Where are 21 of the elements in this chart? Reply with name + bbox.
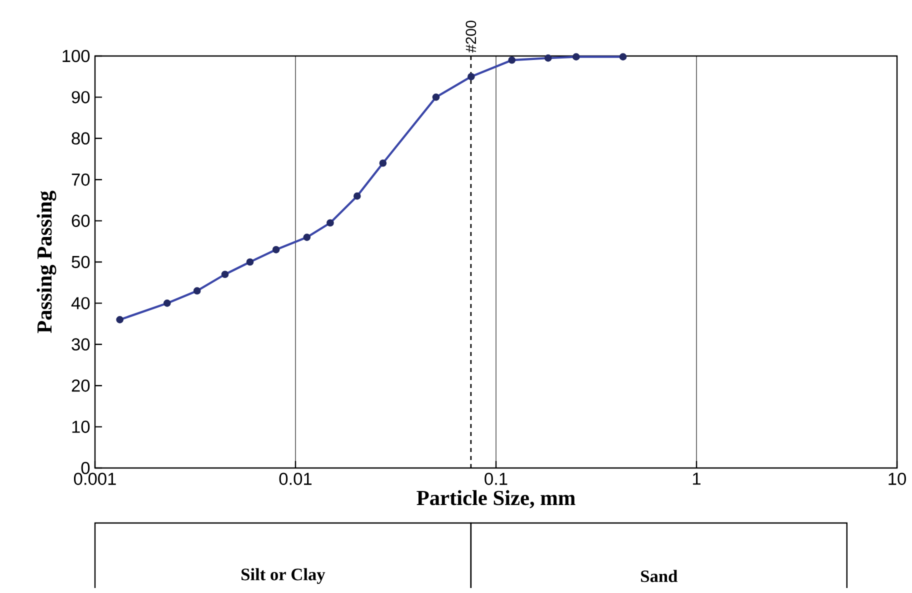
y-tick-label: 10: [72, 420, 90, 433]
y-tick-label: 20: [72, 379, 90, 392]
y-tick-label: 30: [72, 338, 90, 351]
x-tick-label: 0.01: [279, 472, 312, 485]
y-tick-label: 60: [72, 214, 90, 227]
y-axis-title: Passing Passing: [36, 190, 56, 334]
text: Silt or Clay: [242, 568, 326, 584]
x-axis-title: Particle Size, mm: [416, 490, 576, 508]
y-tick-label: 0: [81, 462, 90, 474]
y-tick-label: 100: [62, 50, 90, 62]
y-tick-label: 80: [72, 132, 90, 145]
x-tick-label: 1: [693, 472, 700, 485]
y-tick-label: 50: [72, 256, 90, 268]
y-tick-label: 40: [71, 297, 90, 310]
y-tick-label: 90: [72, 91, 90, 104]
x-tick-label: 10: [888, 472, 906, 485]
x-tick-label: 0.001: [74, 472, 116, 485]
annotation: #200: [466, 20, 476, 53]
y-tick-label: 70: [72, 173, 90, 186]
x-tick-label: 0.1: [484, 472, 508, 485]
text: Sand: [641, 570, 678, 582]
